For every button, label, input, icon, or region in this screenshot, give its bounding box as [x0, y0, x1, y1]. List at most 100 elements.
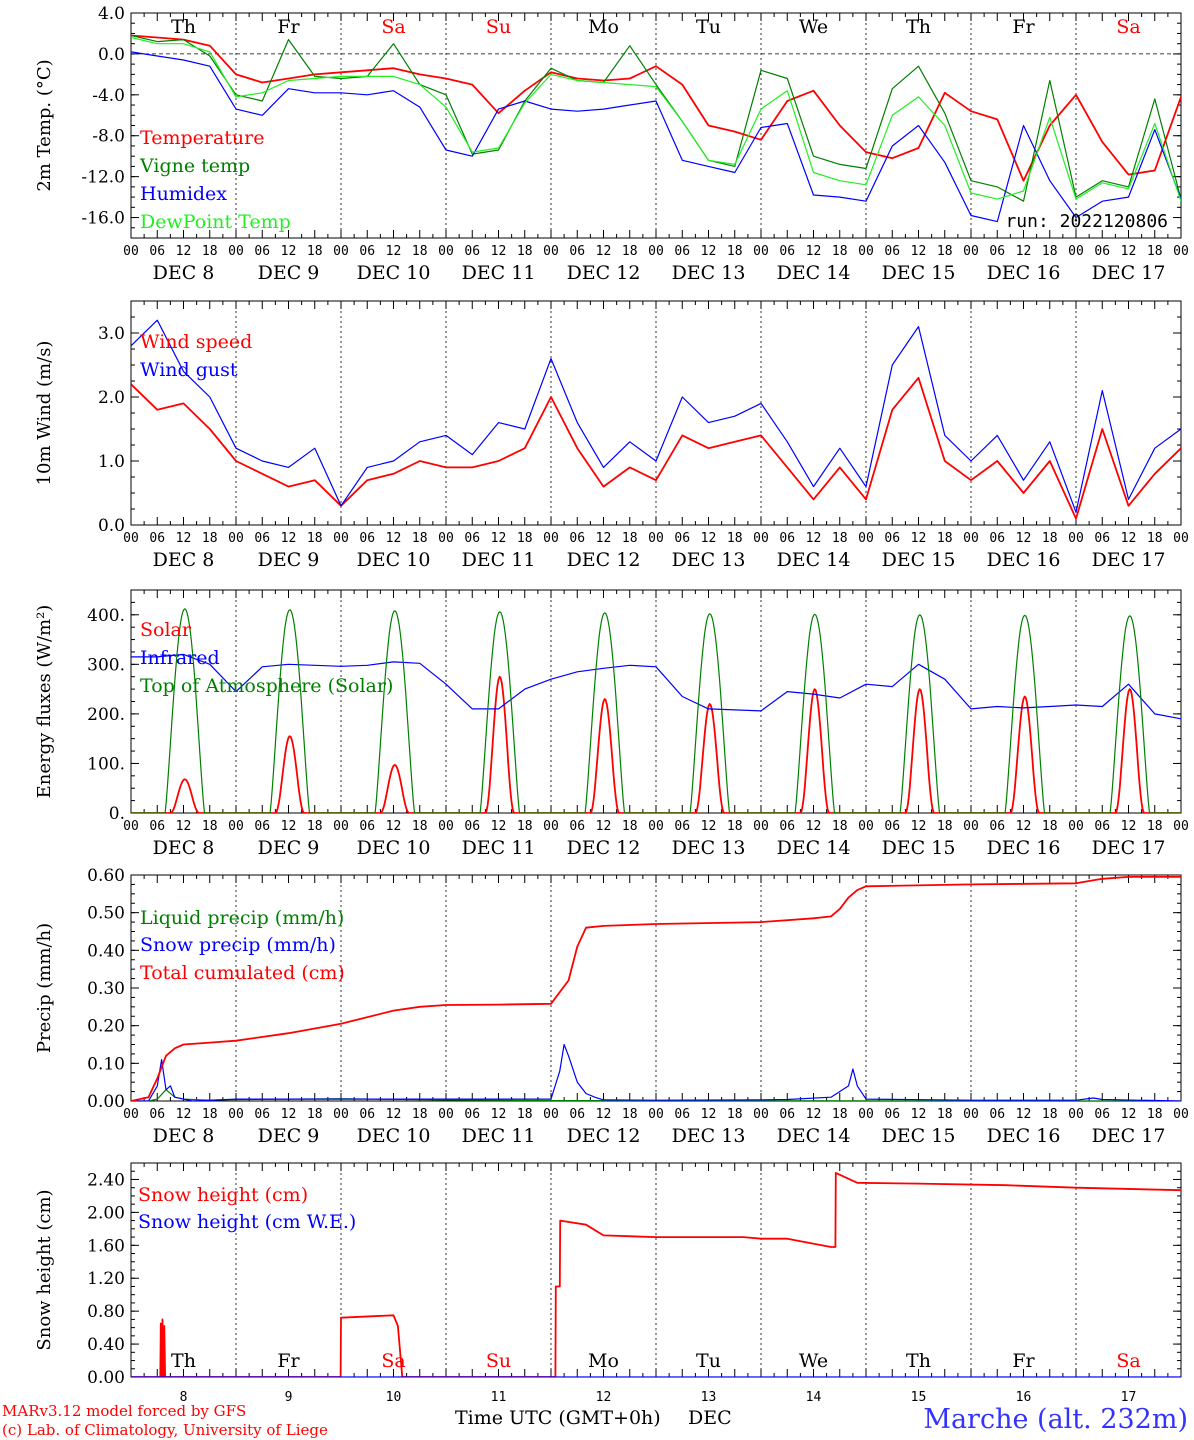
legend-wind-speed: Wind speed [140, 331, 252, 353]
weekday-label: Th [171, 16, 196, 38]
x-hour-label: 00 [1068, 1107, 1084, 1122]
x-date-label: DEC 8 [153, 262, 215, 284]
y-tick-label: 100. [87, 754, 125, 774]
x-hour-label: 18 [307, 1107, 323, 1122]
weekday-label: Mo [588, 16, 619, 38]
y-tick-label: 1.0 [98, 452, 125, 472]
x-hour-label: 12 [491, 531, 507, 546]
x-hour-label: 06 [464, 531, 480, 546]
day-number-label: 15 [911, 1390, 927, 1405]
x-date-label: DEC 13 [672, 262, 746, 284]
x-hour-label: 12 [491, 1107, 507, 1122]
x-hour-label: 06 [779, 244, 795, 259]
x-date-label: DEC 8 [153, 837, 215, 859]
x-hour-label: 12 [491, 819, 507, 834]
x-hour-label: 06 [359, 819, 375, 834]
x-hour-label: 00 [648, 244, 664, 259]
x-hour-label: 18 [622, 244, 638, 259]
series-line-dewpoint-temp [131, 36, 1181, 202]
weekday-label: Fr [1012, 1350, 1035, 1372]
x-hour-label: 18 [622, 819, 638, 834]
x-hour-label: 18 [622, 531, 638, 546]
x-hour-label: 12 [1016, 1107, 1032, 1122]
series-line-temperature [131, 34, 1181, 182]
x-hour-label: 00 [543, 531, 559, 546]
x-hour-label: 18 [622, 1107, 638, 1122]
x-hour-label: 12 [701, 1107, 717, 1122]
day-number-label: 11 [491, 1390, 507, 1405]
x-date-label: DEC 12 [567, 549, 641, 571]
x-date-label: DEC 16 [987, 262, 1061, 284]
day-number-label: 9 [285, 1390, 293, 1405]
x-date-label: DEC 9 [258, 1125, 320, 1147]
day-number-label: 12 [596, 1390, 612, 1405]
legend-solar: Solar [140, 619, 192, 641]
series-line-infrared [131, 653, 1181, 720]
x-hour-label: 12 [281, 531, 297, 546]
x-hour-label: 06 [989, 1107, 1005, 1122]
x-hour-label: 18 [727, 819, 743, 834]
x-hour-label: 06 [254, 531, 270, 546]
y-axis-label: Energy fluxes (W/m²) [34, 605, 55, 799]
x-date-label: DEC 11 [462, 549, 536, 571]
x-date-label: DEC 12 [567, 837, 641, 859]
x-hour-label: 12 [281, 1107, 297, 1122]
x-hour-label: 18 [412, 1107, 428, 1122]
x-hour-label: 12 [1121, 819, 1137, 834]
x-date-label: DEC 11 [462, 262, 536, 284]
series-line-snow-height-cm- [131, 1172, 1181, 1377]
x-hour-label: 06 [674, 1107, 690, 1122]
x-date-label: DEC 17 [1092, 262, 1166, 284]
series-line-top-of-atmosphere-solar- [131, 608, 1181, 813]
x-hour-label: 12 [386, 531, 402, 546]
weekday-label: Th [906, 1350, 931, 1372]
x-date-label: DEC 13 [672, 1125, 746, 1147]
legend-snow-height-we: Snow height (cm W.E.) [138, 1211, 356, 1233]
x-date-label: DEC 12 [567, 1125, 641, 1147]
x-hour-label: 00 [228, 819, 244, 834]
legend-liquid-precip: Liquid precip (mm/h) [140, 907, 344, 929]
x-hour-label: 00 [648, 1107, 664, 1122]
legend-temperature: Temperature [140, 127, 264, 149]
x-hour-label: 18 [937, 819, 953, 834]
x-hour-label: 12 [911, 244, 927, 259]
x-date-label: DEC 9 [258, 549, 320, 571]
x-hour-label: 06 [989, 244, 1005, 259]
weekday-label: Sa [1116, 16, 1140, 38]
series-line-humidex [131, 51, 1181, 223]
x-hour-label: 00 [858, 1107, 874, 1122]
x-date-label: DEC 16 [987, 837, 1061, 859]
x-hour-label: 00 [858, 819, 874, 834]
x-hour-label: 00 [753, 531, 769, 546]
x-date-label: DEC 11 [462, 1125, 536, 1147]
x-hour-label: 18 [307, 244, 323, 259]
weekday-label: Fr [277, 16, 300, 38]
x-hour-label: 00 [123, 1107, 139, 1122]
day-number-label: 17 [1121, 1390, 1137, 1405]
x-hour-label: 00 [123, 819, 139, 834]
y-tick-label: -8.0 [92, 127, 125, 147]
energy-flux-panel: 400. 300. 200. 100. 0. Energy fluxes (W/m²) 00… [34, 589, 1189, 859]
x-hour-label: 18 [1147, 531, 1163, 546]
x-hour-label: 18 [832, 819, 848, 834]
x-hour-label: 12 [1121, 531, 1137, 546]
x-hour-label: 00 [1068, 531, 1084, 546]
precip-panel: 0.60 0.50 0.40 0.30 0.20 0.10 0.00 Precip (mm/h… [34, 866, 1189, 1147]
y-tick-label: 200. [87, 705, 125, 725]
x-hour-label: 06 [779, 1107, 795, 1122]
x-hour-label: 06 [359, 531, 375, 546]
x-hour-label: 06 [149, 531, 165, 546]
day-number-label: 8 [180, 1390, 188, 1405]
weekday-label: Fr [277, 1350, 300, 1372]
x-date-label: DEC 17 [1092, 1125, 1166, 1147]
x-date-label: DEC 16 [987, 549, 1061, 571]
x-hour-label: 00 [543, 244, 559, 259]
y-tick-label: 0.40 [87, 941, 125, 961]
day-number-label: 16 [1016, 1390, 1032, 1405]
y-axis-label: 2m Temp. (°C) [34, 59, 55, 191]
x-date-label: DEC 13 [672, 549, 746, 571]
x-hour-label: 12 [1016, 531, 1032, 546]
x-hour-label: 18 [1042, 531, 1058, 546]
x-hour-label: 12 [1016, 244, 1032, 259]
x-hour-label: 06 [569, 244, 585, 259]
